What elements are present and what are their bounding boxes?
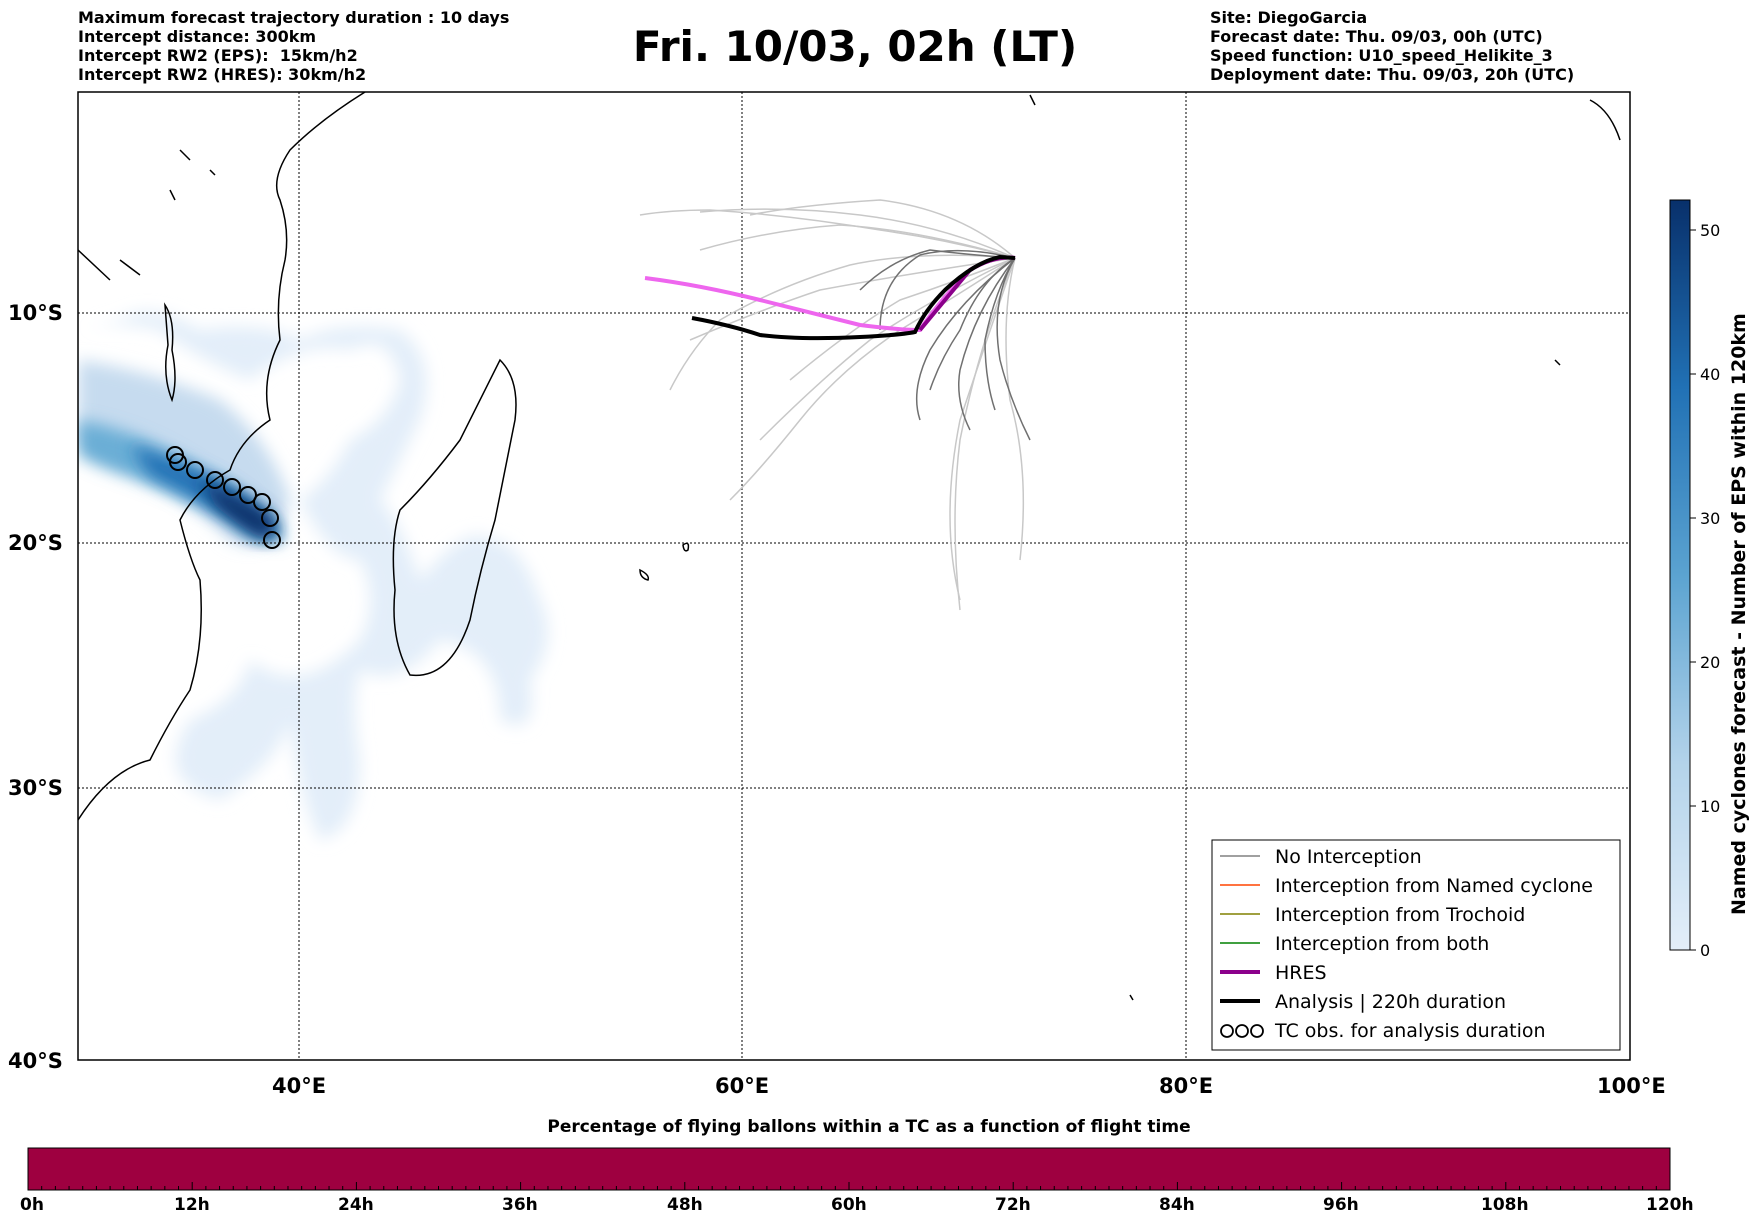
eps-trajectories-dark [859,249,1031,441]
tc-observations [166,446,281,549]
analysis-trajectory [691,254,1016,341]
graticule [78,92,1630,1060]
colorbar: 0 10 20 30 40 50 Named cyclones forecast… [1669,199,1750,960]
bottom-tick-72h: 72h [995,1195,1031,1215]
colorbar-tick-10: 10 [1700,797,1720,816]
lon-label-60e: 60°E [715,1074,769,1098]
legend-no-interception: No Interception [1275,846,1422,868]
bottom-tick-120h: 120h [1646,1195,1694,1215]
bottom-tick-48h: 48h [667,1195,703,1215]
legend-tc-obs-icon [1220,1024,1264,1038]
page-title: Fri. 10/03, 02h (LT) [632,22,1078,71]
header-intercept-eps: Intercept RW2 (EPS): 15km/h2 [78,46,358,65]
eps-trajectories-light [639,199,1025,611]
bottom-tick-36h: 36h [502,1195,538,1215]
header-left: Maximum forecast trajectory duration : 1… [78,8,509,84]
eps-density-field [78,312,548,840]
header-intercept-hres: Intercept RW2 (HRES): 30km/h2 [78,65,367,84]
bottom-tick-0h: 0h [20,1195,44,1215]
colorbar-tick-50: 50 [1700,221,1720,240]
legend: No Interception Interception from Named … [1211,839,1621,1051]
lon-label-40e: 40°E [272,1074,326,1098]
lat-label-40s: 40°S [8,1049,63,1073]
bottom-tick-108h: 108h [1481,1195,1529,1215]
header-intercept-distance: Intercept distance: 300km [78,27,317,46]
coastlines [78,92,1621,1001]
colorbar-tick-40: 40 [1700,365,1720,384]
lon-label-100e: 100°E [1597,1074,1666,1098]
lat-label-20s: 20°S [8,531,63,555]
bottom-tick-12h: 12h [174,1195,210,1215]
colorbar-tick-0: 0 [1700,941,1710,960]
legend-hres: HRES [1275,962,1327,984]
legend-analysis: Analysis | 220h duration [1275,991,1506,1013]
header-speed-function: Speed function: U10_speed_Helikite_3 [1210,46,1553,65]
header-site: Site: DiegoGarcia [1210,8,1368,27]
bottom-tick-84h: 84h [1159,1195,1195,1215]
lat-label-30s: 30°S [8,776,63,800]
legend-tc-obs: TC obs. for analysis duration [1274,1020,1546,1042]
header-deployment-date: Deployment date: Thu. 09/03, 20h (UTC) [1210,65,1575,84]
colorbar-tick-30: 30 [1700,509,1720,528]
header-forecast-date: Forecast date: Thu. 09/03, 00h (UTC) [1210,27,1543,46]
legend-named-cyclone: Interception from Named cyclone [1275,875,1593,897]
header-duration: Maximum forecast trajectory duration : 1… [78,8,510,27]
header-right: Site: DiegoGarcia Forecast date: Thu. 09… [1210,8,1574,84]
lon-label-80e: 80°E [1159,1074,1213,1098]
bottom-tick-24h: 24h [338,1195,374,1215]
legend-trochoid: Interception from Trochoid [1275,904,1525,926]
map-frame [77,91,1631,1061]
colorbar-tick-20: 20 [1700,653,1720,672]
legend-both: Interception from both [1275,933,1489,955]
lat-label-10s: 10°S [8,301,63,325]
colorbar-title: Named cyclones forecast - Number of EPS … [1728,313,1750,915]
flight-time-bar: Percentage of flying ballons within a TC… [20,1117,1694,1215]
bottom-tick-96h: 96h [1323,1195,1359,1215]
bottom-tick-60h: 60h [831,1195,867,1215]
flight-time-bar-title: Percentage of flying ballons within a TC… [547,1117,1190,1137]
